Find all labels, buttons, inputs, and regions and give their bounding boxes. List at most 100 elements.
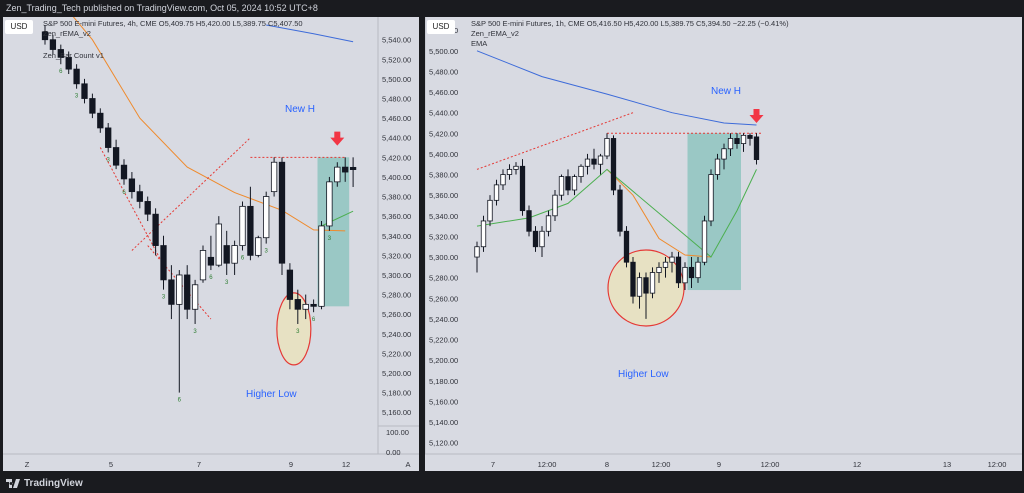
ema-line-blue [266, 24, 354, 43]
candle-body [688, 266, 695, 279]
candle-body [310, 303, 317, 307]
price-tick-label: 5,380.00 [382, 193, 411, 202]
chart-panel-1h[interactable]: 5,520.005,500.005,480.005,460.005,440.00… [425, 17, 1022, 471]
candle-body [539, 230, 545, 248]
candle-body [669, 256, 675, 263]
price-tick-label: 5,120.00 [429, 439, 458, 448]
candle-body [500, 174, 506, 186]
bar-count-label: 6 [122, 190, 126, 196]
bar-count-label: 6 [209, 275, 213, 281]
candle-body [191, 284, 199, 310]
candle-body [558, 176, 565, 196]
price-tick-label: 5,540.00 [382, 36, 411, 45]
time-tick-label: 12 [342, 460, 350, 469]
down-arrow-icon [749, 108, 764, 123]
candle-body [604, 138, 610, 157]
time-tick-label: 9 [289, 460, 293, 469]
candle-body [649, 272, 656, 294]
corner-zoom-label: Z [25, 460, 30, 469]
time-tick-label: 7 [197, 460, 201, 469]
chart-panel-4h[interactable]: 5,540.00 5,520.00 5,500.00 5,480.00 5,460.00… [3, 17, 419, 471]
footer: TradingView [0, 474, 1024, 493]
bar-count-label: 3 [107, 157, 111, 163]
time-tick-label: 12 [853, 460, 861, 469]
candle-body [278, 161, 286, 264]
candle-body [97, 112, 104, 129]
price-tick-label: 5,420.00 [429, 129, 458, 138]
brand-text[interactable]: TradingView [24, 478, 83, 489]
candle-body [682, 266, 688, 284]
publisher-bar: Zen_Trading_Tech published on TradingVie… [0, 0, 1024, 17]
chart-1h-svg: 5,520.005,500.005,480.005,460.005,440.00… [425, 17, 1022, 469]
chart-4h-svg: 5,540.00 5,520.00 5,500.00 5,480.00 5,460.00… [3, 17, 419, 469]
legend-1h: S&P 500 E-mini Futures, 1h, CME O5,416.5… [471, 19, 789, 49]
candle-body [112, 147, 120, 166]
candle-body [270, 161, 278, 193]
bar-count-label: 3 [75, 94, 79, 100]
candle-body [571, 176, 578, 191]
candle-body [199, 250, 207, 281]
candle-body [591, 158, 597, 165]
price-tick-label: 5,460.00 [382, 114, 411, 123]
candle-body [493, 184, 500, 201]
tradingview-logo-icon[interactable] [6, 479, 20, 488]
candle-body [128, 178, 136, 193]
candle-body [286, 269, 294, 300]
legend-indicator-ema: Zen_rEMA_v2 [471, 29, 519, 38]
candle-body [168, 279, 175, 305]
candle-body [727, 138, 734, 150]
candle-body [597, 155, 604, 165]
annotation-higher-low: Higher Low [618, 369, 669, 380]
price-tick-label: 5,320.00 [382, 251, 411, 260]
candle-body [41, 31, 49, 41]
candle-body [578, 165, 584, 178]
candle-body [474, 246, 480, 258]
candle-body [695, 261, 701, 279]
price-tick-label: 5,460.00 [429, 88, 458, 97]
legend-indicator-ema: Zen_rEMA_v2 [43, 29, 91, 38]
price-tick-label: 5,420.00 [382, 153, 411, 162]
price-tick-label: 5,200.00 [429, 356, 458, 365]
candle-body [73, 68, 80, 85]
candle-body [255, 237, 262, 256]
price-tick-label: 5,520.00 [382, 55, 411, 64]
price-tick-label: 5,380.00 [429, 171, 458, 180]
candle-body [57, 49, 64, 58]
price-tick-label: 5,500.00 [429, 47, 458, 56]
price-tick-label: 5,400.00 [429, 150, 458, 159]
annotation-new-high: New H [285, 104, 316, 115]
candle-body [184, 274, 191, 310]
time-tick-label: 12:00 [538, 460, 557, 469]
candle-body [215, 223, 222, 266]
ema-line-orange [72, 17, 346, 232]
candle-body [326, 181, 333, 227]
candle-body [552, 194, 558, 217]
candle-body [519, 165, 526, 212]
bar-count-label: 3 [225, 280, 229, 286]
candle-body [526, 210, 532, 232]
candle-body [105, 127, 112, 148]
price-tick-label: 5,160.00 [429, 397, 458, 406]
price-tick-label: 5,300.00 [382, 271, 411, 280]
price-tick-label: 5,240.00 [429, 315, 458, 324]
trendline-dotted [99, 147, 164, 266]
legend-indicator-ema2: EMA [471, 39, 488, 48]
candle-body [65, 56, 72, 70]
candle-body [662, 261, 669, 268]
candle-body [144, 201, 151, 215]
candle-body [740, 134, 747, 145]
candle-body [656, 266, 662, 273]
price-tick-label: 5,400.00 [382, 173, 411, 182]
candle-body [81, 83, 88, 99]
candle-body [734, 138, 740, 145]
price-tick-label: 5,200.00 [382, 369, 411, 378]
currency-label[interactable]: USD [5, 20, 33, 34]
price-tick-label: 5,440.00 [382, 134, 411, 143]
candle-body [480, 220, 487, 248]
price-tick-label: 5,160.00 [382, 408, 411, 417]
candle-body [623, 230, 630, 263]
candle-body [89, 98, 96, 114]
candle-body [675, 256, 682, 284]
candle-body [302, 303, 309, 310]
currency-label[interactable]: USD [427, 20, 455, 34]
